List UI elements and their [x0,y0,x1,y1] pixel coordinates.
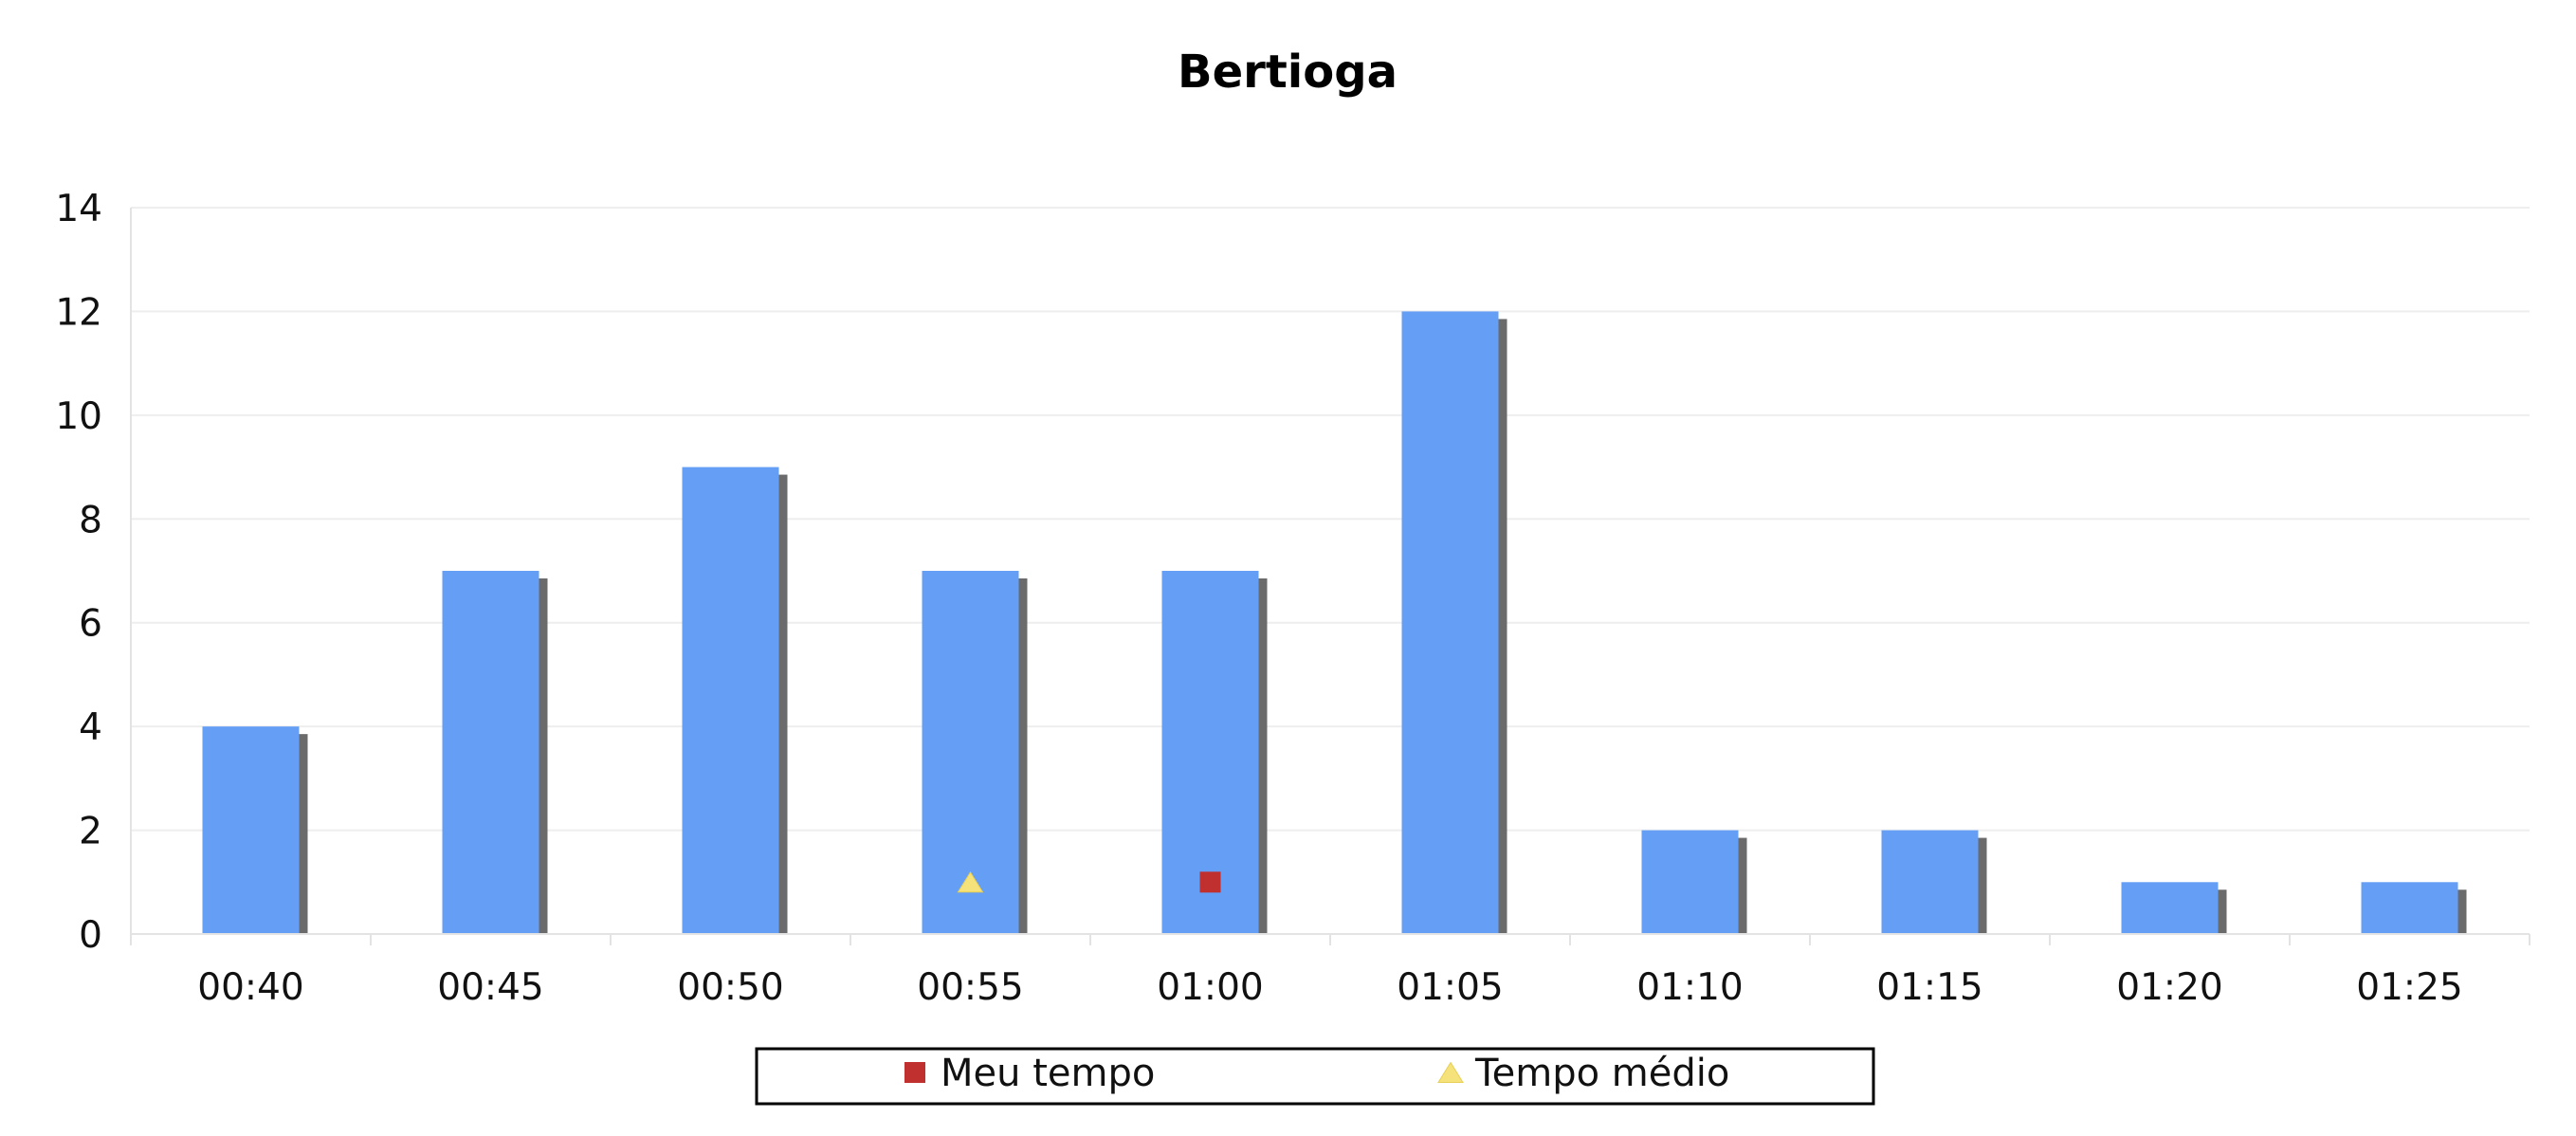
bar [2361,882,2458,934]
legend-label: Meu tempo [941,1052,1155,1095]
x-tick-label: 01:05 [1397,966,1503,1009]
markers [957,870,1221,893]
x-tick-label: 00:55 [917,966,1023,1009]
legend: Meu tempo Tempo médio [755,1047,1875,1106]
x-tick-label: 00:50 [677,966,783,1009]
bar [202,726,300,934]
marker-triangle [957,870,984,893]
chart-title: Bertioga [1178,46,1398,99]
x-axis-ticks: 00:40 00:45 00:50 00:55 01:00 01:05 01:10 01:15… [197,966,2462,1009]
y-tick-label: 12 [55,291,102,334]
y-tick-label: 6 [79,603,102,646]
bars [202,311,2467,934]
legend-square-icon [904,1062,925,1083]
y-tick-label: 2 [79,811,102,853]
legend-box [755,1047,1875,1106]
bar [442,571,539,934]
marker-square [1199,871,1221,893]
bar [1881,830,1979,934]
y-tick-label: 10 [55,395,102,438]
bar [682,467,779,934]
bar [2121,882,2219,934]
legend-label: Tempo médio [1474,1052,1729,1095]
x-tick-label: 00:45 [437,966,543,1009]
y-tick-label: 0 [79,914,102,957]
x-tick-label: 01:20 [2116,966,2222,1009]
x-tick-label: 01:25 [2356,966,2462,1009]
x-tick-label: 01:10 [1636,966,1743,1009]
x-tick-label: 01:15 [1876,966,1982,1009]
y-axis-ticks: 0 2 4 6 8 10 12 14 [55,188,102,957]
x-tick-label: 01:00 [1157,966,1263,1009]
y-tick-label: 4 [79,706,102,749]
y-tick-label: 8 [79,499,102,541]
x-tick-label: 00:40 [197,966,303,1009]
y-tick-label: 14 [55,188,102,230]
bar [1641,830,1739,934]
legend-triangle-icon [1437,1061,1464,1083]
bar [1401,311,1499,934]
x-axis [130,208,2530,945]
